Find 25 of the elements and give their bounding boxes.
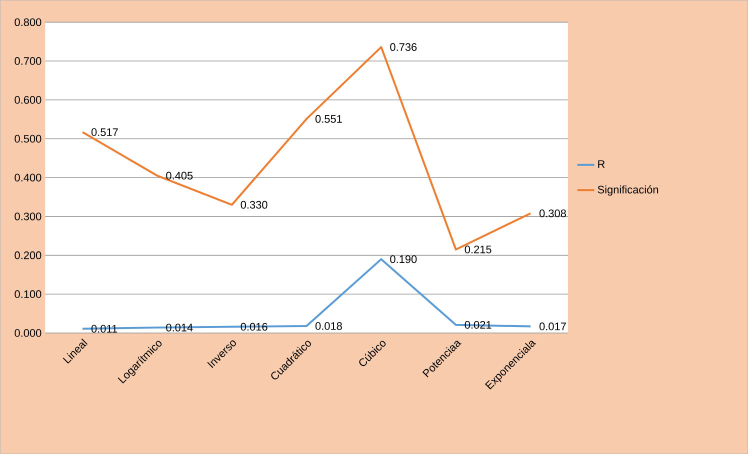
y-tick-label: 0.200 (14, 251, 42, 260)
y-tick-label: 0.400 (14, 174, 42, 182)
data-label: 0.517 (91, 128, 118, 136)
y-tick-label: 0.800 (14, 18, 42, 26)
legend-label: Significación (598, 185, 658, 196)
data-label: 0.190 (390, 255, 417, 264)
y-tick-label: 0.000 (14, 329, 42, 337)
y-tick-label: 0.600 (14, 96, 42, 104)
y-tick-label: 0.100 (14, 290, 42, 298)
data-label: 0.551 (315, 115, 342, 123)
data-label: 0.018 (315, 322, 342, 330)
data-label: 0.017 (539, 322, 566, 330)
y-tick-label: 0.300 (14, 212, 42, 220)
data-label: 0.014 (166, 324, 193, 332)
data-label: 0.011 (91, 324, 118, 333)
legend-label: R (598, 160, 605, 168)
data-label: 0.016 (240, 322, 268, 331)
data-label: 0.405 (166, 172, 193, 180)
y-tick-label: 0.500 (14, 134, 42, 143)
data-label: 0.330 (240, 200, 268, 209)
y-tick-label: 0.700 (14, 57, 42, 65)
data-label: 0.736 (390, 43, 417, 51)
data-label: 0.308 (539, 209, 566, 218)
data-label: 0.215 (464, 246, 492, 254)
data-label: 0.021 (464, 320, 492, 329)
